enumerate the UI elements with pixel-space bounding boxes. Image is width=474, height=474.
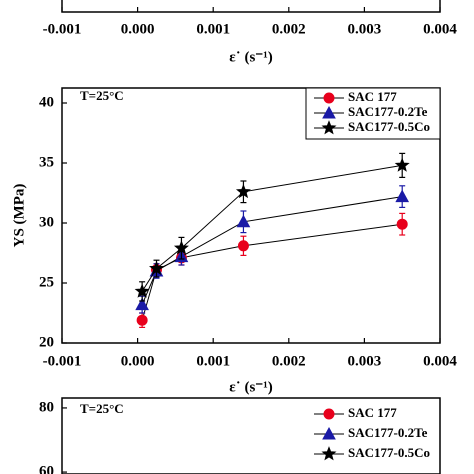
x-tick-label: 0.001 <box>196 21 230 37</box>
x-tick-label: -0.001 <box>43 353 82 369</box>
data-point <box>135 297 149 311</box>
series-line <box>141 164 403 292</box>
legend-marker <box>323 408 335 420</box>
x-tick-label: 0.001 <box>196 353 230 369</box>
data-point <box>237 240 249 252</box>
x-axis-label: ε˙ (s⁻¹) <box>229 49 272 65</box>
plot-frame <box>61 87 441 344</box>
x-tick-label: 0.004 <box>423 21 457 37</box>
y-tick-label: 20 <box>39 334 54 350</box>
data-point <box>149 260 164 275</box>
y-tick-label: 80 <box>39 399 54 415</box>
x-tick-label: -0.001 <box>43 21 82 37</box>
legend-label: SAC177-0.2Te <box>348 425 428 440</box>
x-tick-label: 0.002 <box>272 353 306 369</box>
data-point <box>394 157 410 172</box>
x-tick-label: 0.003 <box>348 353 382 369</box>
legend-label: SAC177-0.5Co <box>348 119 430 134</box>
x-tick-label: 0.004 <box>423 353 457 369</box>
legend-label: SAC177-0.5Co <box>348 445 430 460</box>
y-tick-label: 25 <box>39 274 54 290</box>
legend-marker <box>322 105 336 119</box>
x-tick-label: 0.002 <box>272 21 306 37</box>
y-tick-label: 60 <box>39 464 54 474</box>
plot-frame <box>61 397 441 474</box>
data-point <box>136 314 148 326</box>
legend-marker <box>323 92 335 104</box>
legend-marker <box>322 426 336 440</box>
y-axis-label: YS (MPa) <box>11 184 27 248</box>
data-point <box>395 189 410 203</box>
plot-frame <box>61 0 441 13</box>
x-tick-label: 0.003 <box>348 21 382 37</box>
annotation: T=25°C <box>80 88 124 103</box>
legend-marker <box>321 446 337 461</box>
data-point <box>173 240 189 255</box>
x-axis-label: ε˙ (s⁻¹) <box>229 379 272 395</box>
data-point <box>235 183 251 199</box>
y-tick-label: 30 <box>39 214 54 230</box>
data-point <box>236 214 251 228</box>
y-tick-label: 35 <box>39 154 54 170</box>
legend-marker <box>321 120 337 135</box>
x-tick-label: 0.000 <box>121 353 155 369</box>
data-point <box>396 218 408 230</box>
legend-label: SAC 177 <box>348 405 397 420</box>
x-tick-label: 0.000 <box>121 21 155 37</box>
legend-label: SAC 177 <box>348 89 397 104</box>
legend-label: SAC177-0.2Te <box>348 104 428 119</box>
data-point <box>134 283 150 298</box>
annotation: T=25°C <box>80 401 124 416</box>
y-tick-label: 40 <box>39 94 54 110</box>
